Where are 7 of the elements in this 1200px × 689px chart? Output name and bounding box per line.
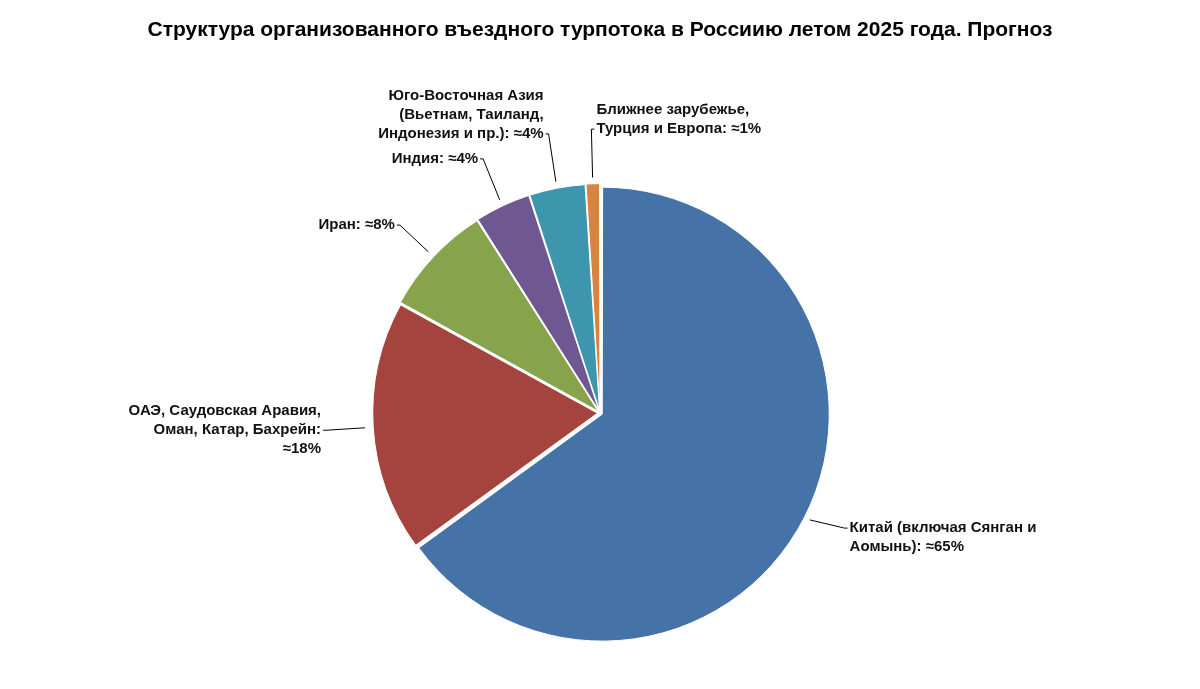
slice-label: Ближнее зарубежье, Турция и Европа: ≈1% bbox=[596, 100, 762, 137]
chart-title: Структура организованного въездного турпотока в Россиию летом 2025 года. Прогноз bbox=[147, 16, 1053, 40]
slice-label: Китай (включая Сянган и Аомынь): ≈65% bbox=[849, 518, 1037, 555]
slice-label: Юго-Восточная Азия (Вьетнам, Таиланд, Индонезия и пр.): ≈4% bbox=[378, 86, 544, 141]
slice-label: ОАЭ, Саудовская Аравия, Оман, Катар, Бахрейн: ≈18% bbox=[128, 401, 322, 457]
slice-label: Иран: ≈8% bbox=[318, 215, 395, 233]
slice-label: Индия: ≈4% bbox=[391, 149, 479, 166]
